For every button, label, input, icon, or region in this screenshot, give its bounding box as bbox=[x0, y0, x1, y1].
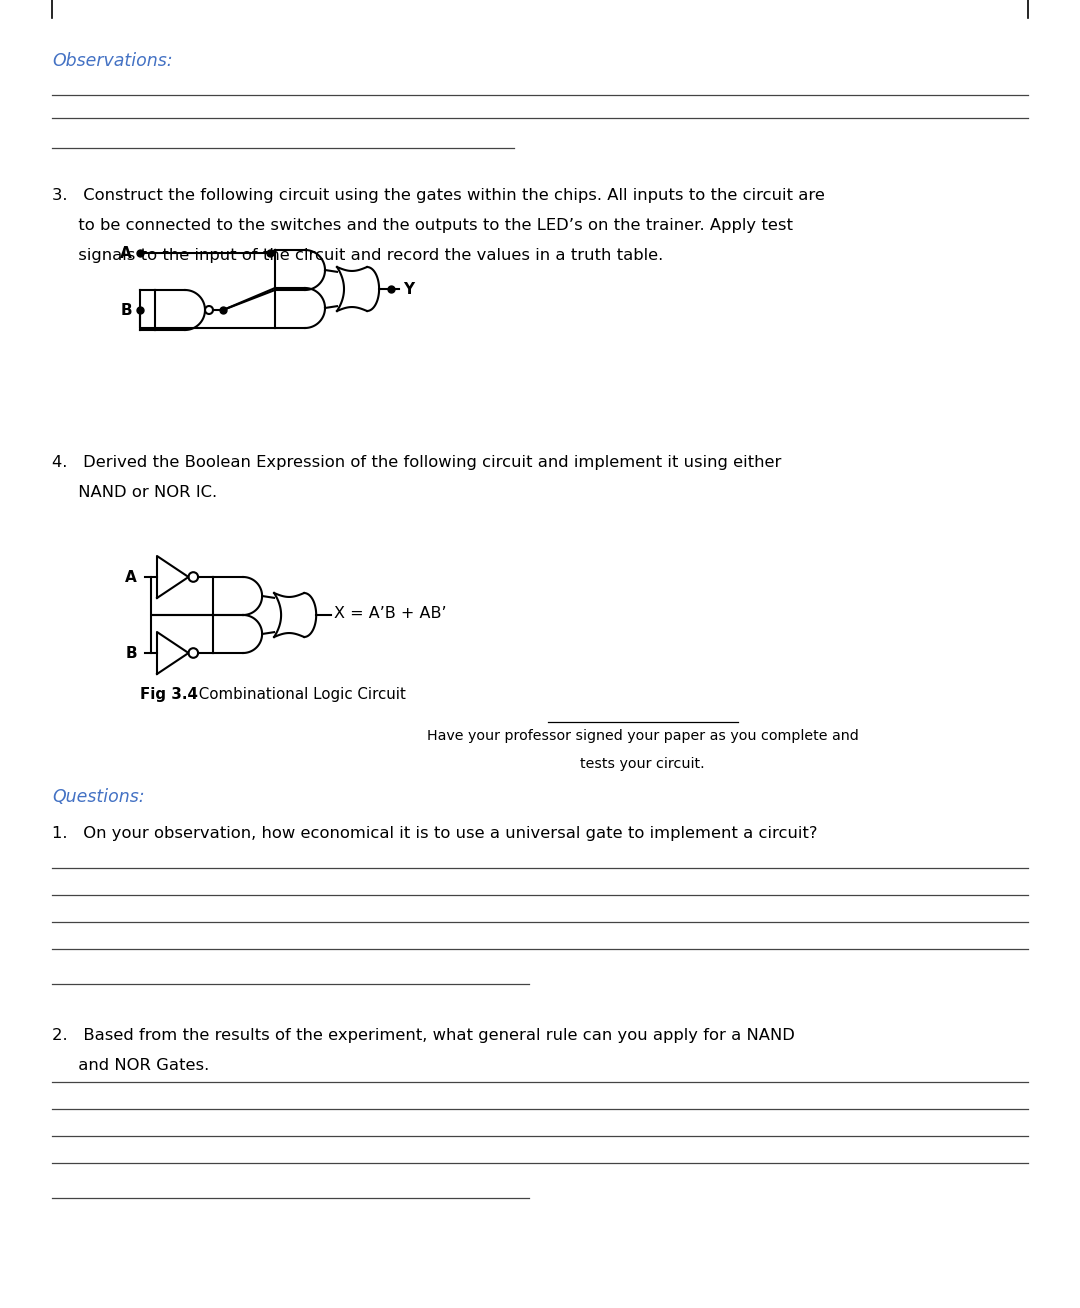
Text: 2.   Based from the results of the experiment, what general rule can you apply f: 2. Based from the results of the experim… bbox=[52, 1028, 795, 1042]
Text: X = A’B + AB’: X = A’B + AB’ bbox=[334, 607, 447, 621]
Text: A: A bbox=[125, 569, 137, 585]
Text: Combinational Logic Circuit: Combinational Logic Circuit bbox=[194, 687, 406, 702]
Text: Y: Y bbox=[403, 281, 415, 297]
Text: A: A bbox=[120, 246, 132, 260]
Text: to be connected to the switches and the outputs to the LED’s on the trainer. App: to be connected to the switches and the … bbox=[52, 218, 793, 233]
Text: and NOR Gates.: and NOR Gates. bbox=[52, 1058, 210, 1073]
Text: 3.   Construct the following circuit using the gates within the chips. All input: 3. Construct the following circuit using… bbox=[52, 188, 825, 203]
Text: NAND or NOR IC.: NAND or NOR IC. bbox=[52, 485, 217, 500]
Text: Fig 3.4: Fig 3.4 bbox=[140, 687, 198, 702]
Text: B: B bbox=[120, 302, 132, 318]
Text: Observations:: Observations: bbox=[52, 52, 173, 71]
Text: B: B bbox=[125, 646, 137, 661]
Text: Questions:: Questions: bbox=[52, 787, 145, 806]
Text: 4.   Derived the Boolean Expression of the following circuit and implement it us: 4. Derived the Boolean Expression of the… bbox=[52, 455, 781, 470]
Text: signals to the input of the circuit and record the values in a truth table.: signals to the input of the circuit and … bbox=[52, 249, 663, 263]
Text: Have your professor signed your paper as you complete and: Have your professor signed your paper as… bbox=[427, 729, 859, 743]
Text: tests your circuit.: tests your circuit. bbox=[580, 757, 705, 770]
Text: 1.   On your observation, how economical it is to use a universal gate to implem: 1. On your observation, how economical i… bbox=[52, 825, 818, 841]
